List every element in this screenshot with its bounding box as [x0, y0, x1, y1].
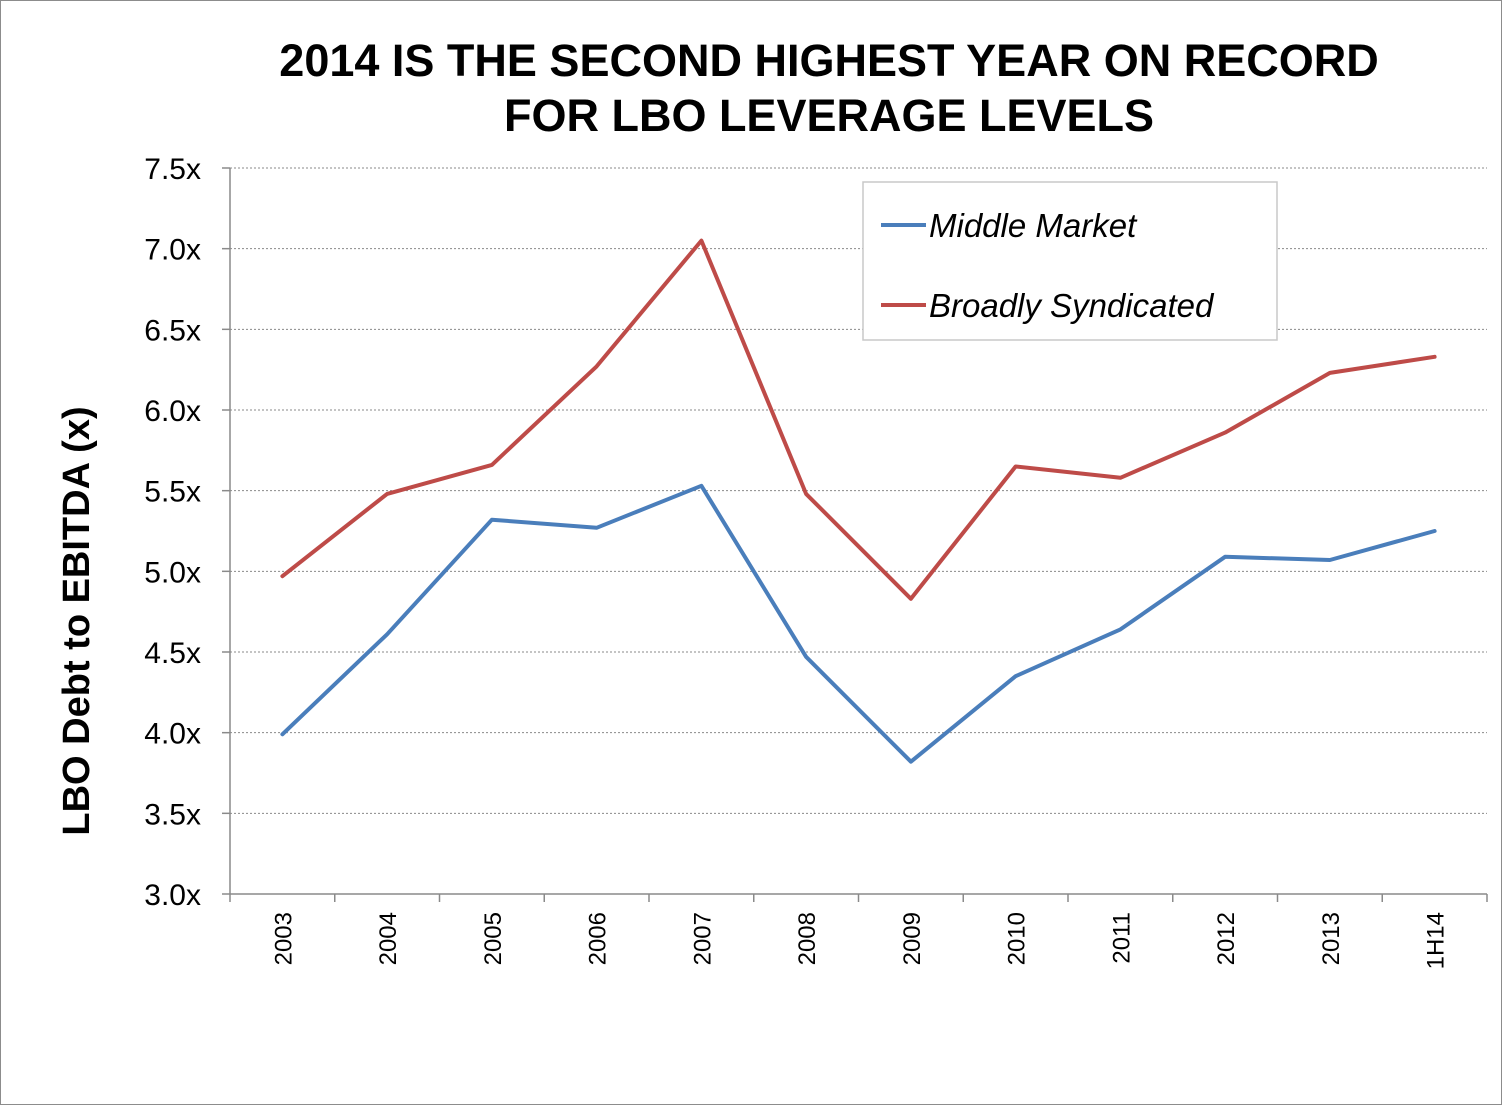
- x-tick-label: 2010: [1004, 912, 1031, 965]
- x-tick-label: 1H14: [1423, 912, 1450, 969]
- x-tick-label: 2011: [1108, 912, 1135, 964]
- gridlines: [222, 167, 1487, 895]
- y-tick-label: 5.0x: [144, 556, 201, 589]
- y-tick-label: 7.5x: [144, 153, 201, 186]
- y-tick-label: 5.5x: [144, 476, 201, 509]
- y-tick-label: 7.0x: [144, 234, 201, 267]
- x-tick-label: 2004: [375, 912, 402, 965]
- x-tick-label: 2008: [794, 912, 821, 965]
- y-tick-label: 3.5x: [144, 798, 201, 831]
- x-tick-label: 2006: [585, 912, 612, 965]
- chart-title: 2014 IS THE SECOND HIGHEST YEAR ON RECOR…: [279, 35, 1378, 141]
- series-line-broadly-syndicated: [280, 238, 1437, 601]
- y-tick-labels: 3.0x 3.5x 4.0x 4.5x 5.0x 5.5x 6.0x 6.5x 7.0x 7.5x: [144, 153, 201, 912]
- x-tick-label: 2012: [1213, 912, 1240, 965]
- x-tick-label: 2007: [689, 912, 716, 965]
- y-tick-label: 4.0x: [144, 718, 201, 751]
- y-tick-label: 4.5x: [144, 637, 201, 670]
- y-axis-label: LBO Debt to EBITDA (x): [56, 406, 98, 835]
- chart-title-line-2: FOR LBO LEVERAGE LEVELS: [504, 90, 1154, 141]
- x-tick-labels: 2003 2004 2005 2006 2007 2008 2009 2010 2011 2012…: [270, 912, 1449, 969]
- legend-box: [862, 181, 1278, 341]
- x-tick-label: 2009: [899, 912, 926, 965]
- legend-label: Middle Market: [929, 207, 1138, 244]
- x-tick-label: 2003: [270, 912, 297, 965]
- x-tick-label: 2005: [480, 912, 507, 965]
- x-tick-label: 2013: [1318, 912, 1345, 965]
- legend-label: Broadly Syndicated: [929, 287, 1215, 324]
- legend: Middle Market Broadly Syndicated: [862, 181, 1278, 341]
- y-tick-label: 6.0x: [144, 395, 201, 428]
- y-tick-label: 6.5x: [144, 314, 201, 347]
- axes: [229, 168, 1488, 902]
- series-lines: [280, 238, 1437, 764]
- series-line-middle-market: [280, 483, 1437, 764]
- chart-title-line-1: 2014 IS THE SECOND HIGHEST YEAR ON RECOR…: [279, 35, 1378, 86]
- y-tick-label: 3.0x: [144, 879, 201, 912]
